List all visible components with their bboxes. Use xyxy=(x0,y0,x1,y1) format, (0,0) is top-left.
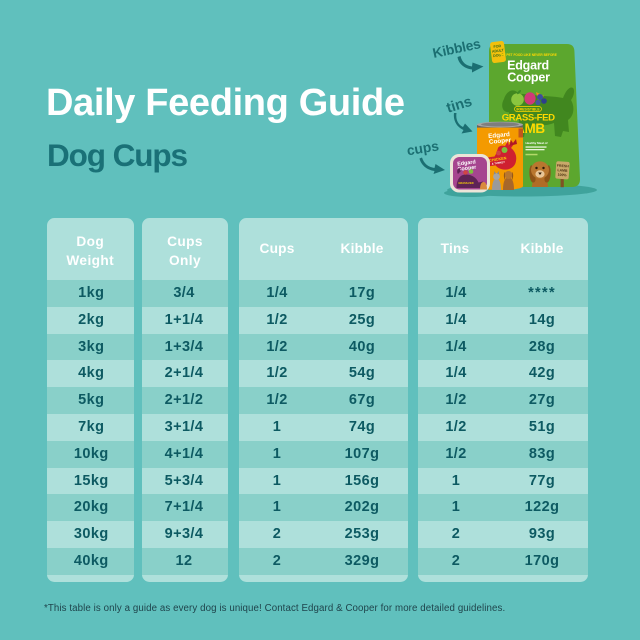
svg-text:Edgard: Edgard xyxy=(457,159,476,167)
svg-text:FOR: FOR xyxy=(493,44,501,49)
svg-text:Cooper: Cooper xyxy=(489,137,512,146)
svg-text:Healthy Meal of: Healthy Meal of xyxy=(526,141,548,145)
svg-text:Cooper: Cooper xyxy=(457,165,477,173)
svg-text:tins: tins xyxy=(445,94,474,117)
svg-text:Edgard: Edgard xyxy=(488,131,510,140)
svg-text:100%: 100% xyxy=(558,173,568,178)
svg-text:THE PET FOOD LIKE NEVER BEFORE: THE PET FOOD LIKE NEVER BEFORE xyxy=(499,53,557,57)
svg-text:Edgard: Edgard xyxy=(507,59,549,73)
svg-text:CHICKEN: CHICKEN xyxy=(489,156,507,162)
svg-text:GRASS-FED: GRASS-FED xyxy=(502,113,555,124)
svg-text:ADULT: ADULT xyxy=(492,48,505,54)
svg-text:FRESH: FRESH xyxy=(557,164,570,169)
svg-text:Cooper: Cooper xyxy=(507,71,550,85)
svg-text:IRRESISTIBLE: IRRESISTIBLE xyxy=(516,107,540,111)
svg-text:DOGS: DOGS xyxy=(493,53,505,58)
svg-text:& TURKEY: & TURKEY xyxy=(491,160,505,166)
svg-text:Kibbles: Kibbles xyxy=(431,36,482,61)
svg-text:GRASS-FED: GRASS-FED xyxy=(458,181,473,185)
svg-text:LAMB: LAMB xyxy=(557,168,568,173)
svg-text:cups: cups xyxy=(406,138,440,158)
